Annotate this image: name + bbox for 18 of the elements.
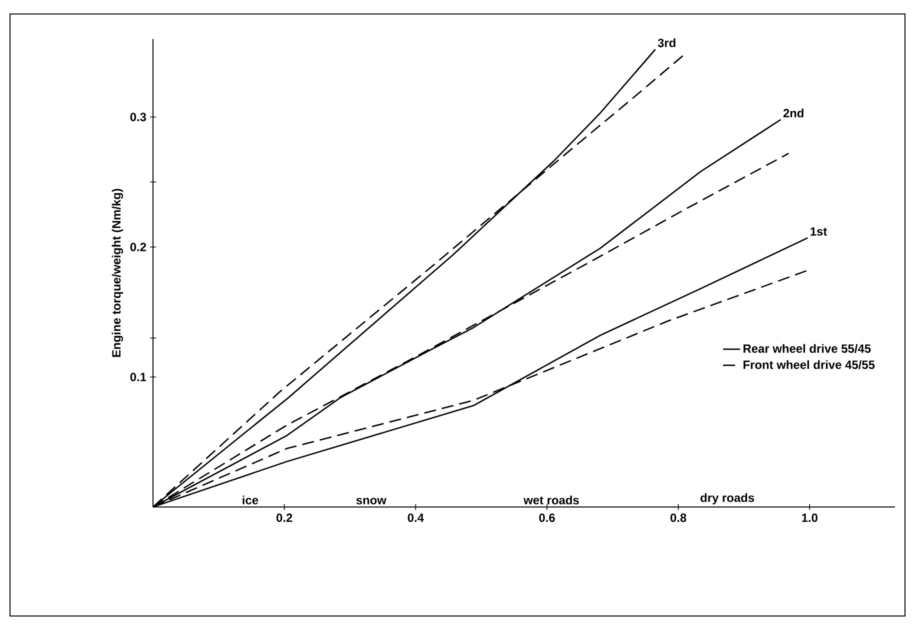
- y-tick-label: 0.1: [130, 372, 146, 382]
- annotation: ice: [242, 496, 258, 504]
- annotation: 3rd: [658, 38, 676, 48]
- x-tick-label: 0.2: [276, 514, 292, 522]
- x-tick-label: 0.6: [539, 514, 555, 522]
- x-tick-label: 0.8: [670, 514, 686, 522]
- annotation: 2nd: [783, 108, 804, 118]
- annotation: wet roads: [524, 496, 579, 504]
- annotation: snow: [356, 498, 386, 504]
- x-tick-label: 0.4: [408, 514, 424, 522]
- legend-label: Front wheel drive 45/55: [744, 360, 875, 370]
- y-tick-label: 0.2: [130, 242, 146, 252]
- annotation: dry roads: [700, 493, 754, 504]
- legend-label: Rear wheel drive 55/45: [744, 344, 871, 353]
- annotation: 1st: [810, 227, 827, 236]
- x-tick-label: 1.0: [802, 514, 818, 522]
- y-axis-title: Engine torque/weight (Nm/kg): [112, 188, 124, 357]
- y-tick-label: 0.3: [130, 112, 146, 122]
